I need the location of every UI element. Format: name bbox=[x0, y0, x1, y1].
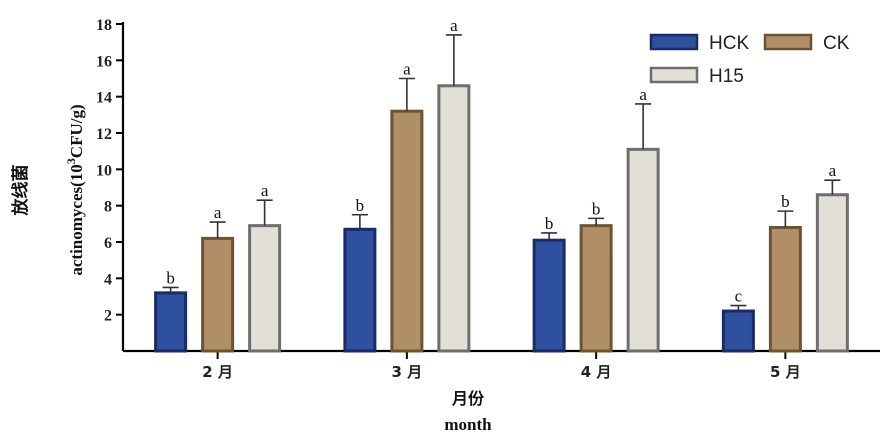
bar-h15 bbox=[815, 193, 849, 353]
y-tick-label: 2 bbox=[104, 308, 112, 325]
y-tick-label: 6 bbox=[104, 235, 112, 252]
significance-label: b bbox=[166, 268, 175, 287]
x-axis-label-cn: 月份 bbox=[451, 389, 485, 408]
bar-h15 bbox=[437, 84, 471, 353]
y-tick-label: 14 bbox=[96, 90, 112, 107]
y-tick-label: 18 bbox=[96, 17, 112, 34]
legend-label: HCK bbox=[709, 33, 749, 54]
legend-swatch-ck bbox=[763, 33, 813, 51]
x-axis: 2 月 3 月 4 月 5 月 bbox=[123, 349, 880, 381]
bar-ck bbox=[579, 224, 613, 353]
x-axis-label: month bbox=[444, 415, 492, 434]
error-bars bbox=[162, 34, 841, 312]
y-tick-label: 8 bbox=[104, 199, 112, 216]
significance-label: a bbox=[639, 85, 647, 104]
bars bbox=[154, 84, 849, 353]
bar-h15 bbox=[248, 224, 282, 353]
bar-ck bbox=[201, 236, 235, 353]
x-tick-label: 4 月 bbox=[581, 363, 612, 381]
legend-swatch-h15 bbox=[649, 66, 699, 84]
significance-label: b bbox=[356, 196, 365, 215]
x-tick-label: 2 月 bbox=[202, 363, 233, 381]
bar-ck bbox=[768, 225, 802, 353]
y-tick-label: 16 bbox=[96, 53, 112, 70]
legend-label: H15 bbox=[709, 66, 744, 87]
x-tick-label: 3 月 bbox=[392, 363, 423, 381]
significance-label: b bbox=[592, 199, 601, 218]
significance-label: a bbox=[403, 60, 411, 79]
significance-label: c bbox=[735, 287, 743, 306]
y-tick-label: 12 bbox=[96, 126, 112, 143]
bar-hck bbox=[721, 309, 755, 353]
y-tick-label: 4 bbox=[104, 271, 112, 288]
legend-swatch-hck bbox=[649, 33, 699, 51]
significance-label: a bbox=[450, 16, 458, 35]
x-tick-label: 5 月 bbox=[770, 363, 801, 381]
y-tick-label: 10 bbox=[96, 162, 112, 179]
bar-hck bbox=[154, 291, 188, 353]
legend-label: CK bbox=[823, 33, 850, 54]
significance-label: b bbox=[781, 192, 790, 211]
y-axis: 2 4 6 8 10 12 14 16 18 bbox=[96, 17, 125, 351]
significance-labels: b a a b a a b b a c b a bbox=[166, 16, 836, 306]
significance-label: a bbox=[261, 181, 269, 200]
legend: HCK CK H15 bbox=[649, 33, 850, 87]
bar-h15 bbox=[626, 147, 660, 353]
y-axis-label: actinomyces(103CFU/g) bbox=[64, 104, 86, 275]
bar-hck bbox=[343, 227, 377, 353]
significance-label: a bbox=[829, 161, 837, 180]
y-axis-label-cn: 放线菌 bbox=[10, 165, 31, 217]
significance-label: b bbox=[545, 214, 554, 233]
bar-hck bbox=[532, 238, 566, 353]
significance-label: a bbox=[214, 203, 222, 222]
bar-ck bbox=[390, 109, 424, 353]
